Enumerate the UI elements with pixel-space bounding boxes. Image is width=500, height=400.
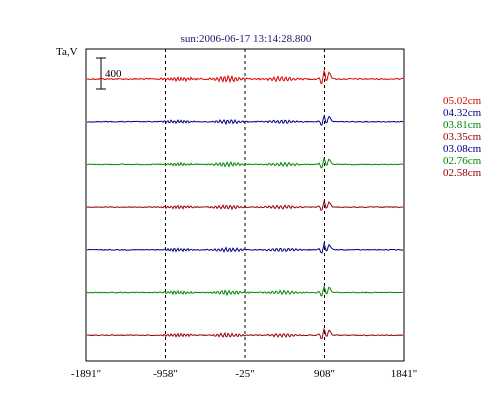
legend-entry: 03.35cm [443,131,482,143]
legend-entry: 05.02cm [443,95,482,107]
x-tick-label: -1891" [71,368,101,380]
legend-entry: 03.81cm [443,119,482,131]
y-axis-label: Ta,V [56,46,78,58]
x-tick-label: 908" [314,368,335,380]
series-line-5 [86,285,404,297]
series-line-4 [86,242,404,254]
x-tick-label: 1841" [391,368,418,380]
series-line-1 [86,115,404,126]
series-line-0 [86,69,404,85]
scale-bar: 400 [96,57,122,90]
chart-title: sun:2006-06-17 13:14:28.800 [181,33,312,45]
x-tick-labels: -1891" -958" -25" 908" 1841" [71,368,417,380]
series-line-6 [86,327,404,340]
grid-lines [165,49,325,361]
legend-entry: 04.32cm [443,107,482,119]
scale-bar-label: 400 [105,68,122,80]
series-traces [86,69,404,340]
series-line-3 [86,200,404,211]
legend-entry: 02.58cm [443,167,482,179]
x-tick-label: -25" [235,368,254,380]
legend-entry: 02.76cm [443,155,482,167]
legend: 05.02cm04.32cm03.81cm03.35cm03.08cm02.76… [443,95,482,179]
series-line-2 [86,157,404,169]
legend-entry: 03.08cm [443,143,482,155]
x-tick-label: -958" [153,368,178,380]
